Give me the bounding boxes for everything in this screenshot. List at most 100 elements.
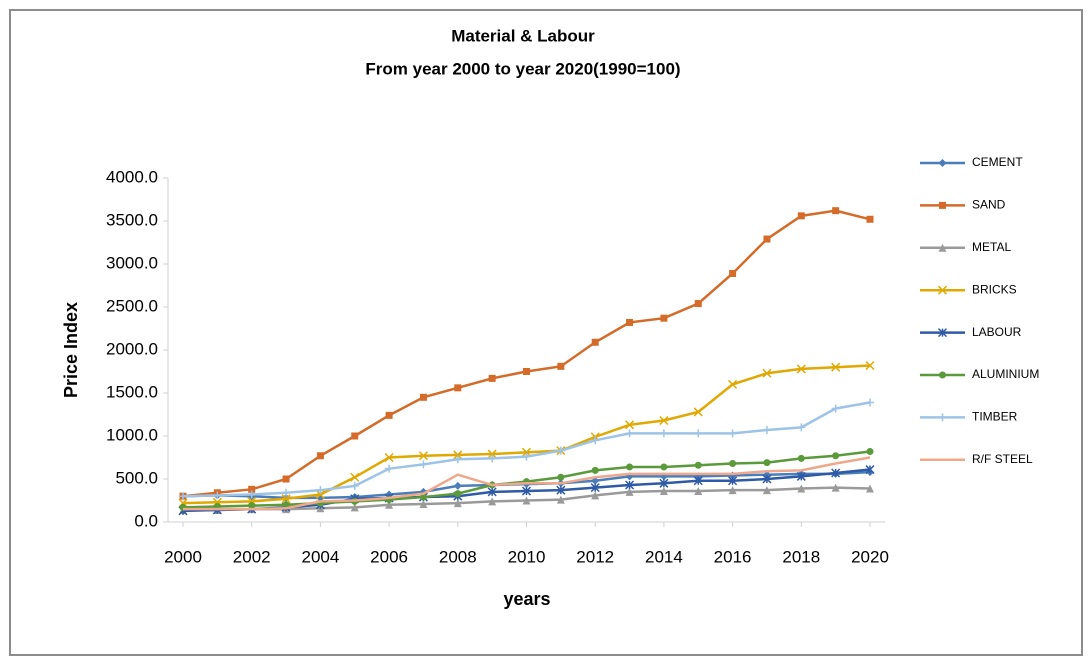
marker (315, 489, 325, 500)
marker (418, 451, 428, 461)
marker (762, 368, 772, 378)
series-line (183, 456, 871, 511)
marker (831, 404, 840, 413)
marker (659, 415, 669, 426)
y-tick-label: 2500.0 (106, 296, 158, 315)
marker (763, 459, 771, 467)
legend-label: BRICKS (972, 282, 1017, 296)
marker (626, 318, 634, 326)
marker (351, 432, 359, 440)
marker (591, 436, 600, 445)
y-tick-label: 3000.0 (106, 253, 158, 272)
marker (728, 429, 737, 438)
marker (487, 449, 497, 459)
chart-title: Material & Labour (451, 26, 595, 45)
marker (938, 159, 947, 167)
marker (831, 468, 841, 478)
legend-label: TIMBER (972, 410, 1018, 424)
marker (659, 429, 668, 438)
marker (866, 447, 874, 455)
marker (591, 491, 600, 500)
marker (831, 362, 841, 372)
marker (488, 374, 496, 382)
marker (488, 497, 497, 506)
marker (419, 499, 428, 508)
marker (728, 486, 737, 495)
marker (939, 201, 946, 209)
y-tick-label: 2000.0 (106, 339, 158, 358)
marker (626, 463, 634, 471)
marker (384, 452, 394, 463)
marker (831, 483, 840, 492)
x-tick-label: 2016 (714, 547, 752, 566)
legend-label: R/F STEEL (972, 452, 1033, 466)
marker (521, 486, 532, 496)
marker (282, 501, 290, 509)
marker (938, 243, 947, 252)
marker (453, 450, 463, 460)
x-tick-label: 2004 (301, 547, 339, 566)
marker (694, 300, 702, 308)
chart-subtitle: From year 2000 to year 2020(1990=100) (365, 59, 680, 78)
marker (832, 207, 840, 215)
marker (660, 314, 668, 322)
marker (557, 362, 565, 370)
marker (316, 452, 324, 460)
marker (488, 454, 497, 463)
marker (728, 379, 738, 389)
y-tick-label: 1500.0 (106, 382, 158, 401)
legend-label: METAL (972, 240, 1011, 254)
marker (625, 487, 634, 496)
x-tick-label: 2018 (782, 547, 820, 566)
marker (660, 463, 668, 471)
x-tick-label: 2000 (164, 547, 202, 566)
marker (938, 413, 947, 422)
marker (556, 495, 565, 504)
marker (693, 476, 703, 486)
marker (522, 496, 531, 505)
marker (763, 235, 771, 243)
marker (453, 455, 462, 464)
marker (590, 483, 600, 493)
x-tick-label: 2012 (576, 547, 614, 566)
y-tick-label: 3500.0 (106, 210, 158, 229)
marker (937, 328, 948, 338)
marker (797, 484, 806, 493)
x-tick-label: 2020 (851, 547, 889, 566)
y-axis-label: Price Index (61, 302, 81, 398)
marker (247, 490, 256, 499)
marker (625, 429, 634, 438)
marker (454, 384, 462, 392)
marker (179, 492, 187, 501)
marker (866, 398, 874, 407)
marker (282, 488, 291, 497)
marker (248, 485, 256, 493)
marker (728, 476, 738, 486)
marker (385, 500, 394, 509)
legend-label: LABOUR (972, 325, 1022, 339)
marker (385, 411, 393, 419)
marker (350, 481, 359, 490)
marker (625, 420, 635, 430)
marker (729, 460, 737, 468)
legend-label: CEMENT (972, 155, 1023, 169)
marker (797, 454, 805, 462)
x-tick-label: 2002 (233, 547, 271, 566)
marker (419, 460, 428, 469)
y-tick-label: 1000.0 (106, 425, 158, 444)
marker (487, 487, 497, 497)
marker (796, 364, 806, 374)
marker (865, 465, 875, 475)
marker (556, 485, 566, 495)
marker (694, 429, 703, 438)
x-tick-label: 2008 (439, 547, 477, 566)
marker (762, 474, 772, 484)
x-tick-label: 2014 (645, 547, 683, 566)
marker (729, 269, 737, 277)
marker (385, 464, 394, 473)
marker (523, 368, 530, 375)
y-tick-label: 500.0 (115, 468, 158, 487)
x-tick-label: 2006 (370, 547, 408, 566)
marker (281, 494, 291, 504)
